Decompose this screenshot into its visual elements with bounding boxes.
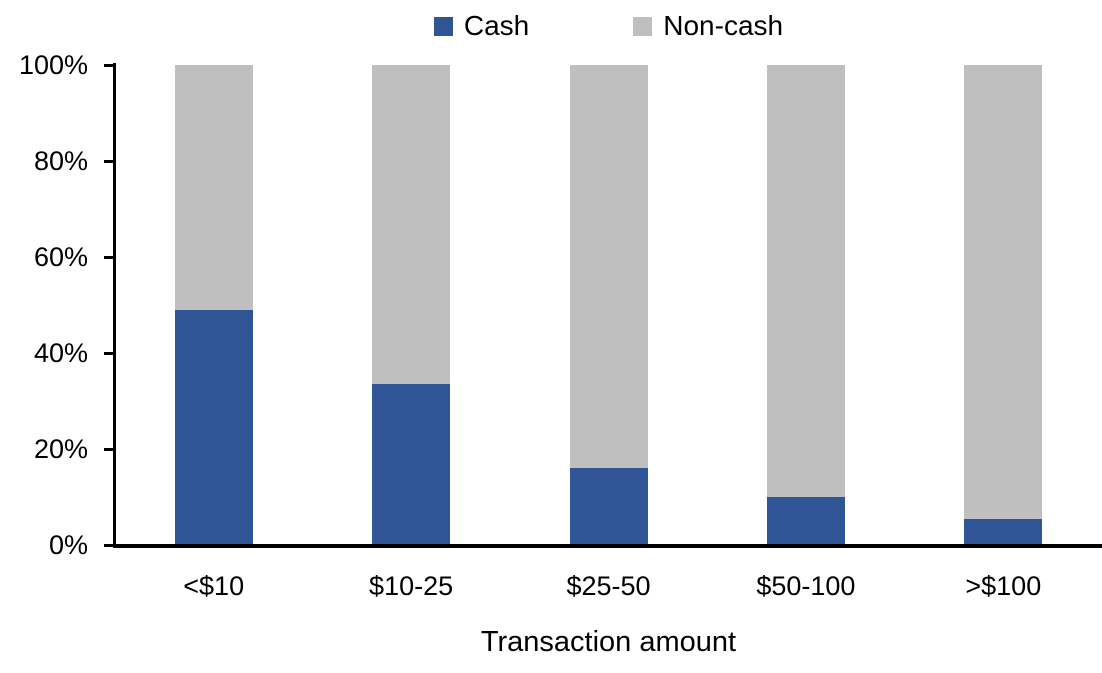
bar-segment-cash-0 [174,309,253,545]
legend-item: Non-cash [633,12,783,40]
y-axis-tick [104,351,114,355]
bar-segment-non-cash-3 [766,65,845,497]
y-axis-tick-label: 60% [33,242,88,272]
bar-segment-cash-2 [569,468,648,545]
legend-label: Cash [463,10,530,41]
bar-segment-non-cash-0 [174,65,253,310]
x-axis-tick-label: $10-25 [369,571,454,601]
bar-segment-cash-3 [766,497,845,545]
x-axis-title: Transaction amount [480,626,737,658]
bar-segment-cash-1 [372,384,451,545]
legend: Cash Non-cash [115,12,1102,40]
y-axis-tick-label: 100% [18,50,88,80]
y-axis-tick [104,447,114,451]
legend-item: Cash [433,10,530,41]
x-axis-tick-label: $25-50 [566,571,651,601]
y-axis-tick [104,159,114,163]
x-axis-tick-label: >$100 [965,571,1042,601]
y-axis-tick [104,63,114,67]
y-axis-tick-label: 40% [33,338,88,368]
y-axis-tick-label: 20% [33,434,88,464]
bar-segment-non-cash-2 [569,65,648,469]
x-axis-tick-label: <$10 [183,571,245,601]
bar-segment-cash-4 [964,518,1043,545]
y-axis-line [113,63,116,547]
y-axis-tick-label: 0% [48,530,88,560]
y-axis-tick [104,543,114,547]
y-axis-tick-label: 80% [33,146,88,176]
legend-label: Non-cash [663,10,784,41]
y-axis-tick [104,255,114,259]
legend-swatch-icon [433,16,453,36]
bar-segment-non-cash-1 [372,65,451,385]
x-axis-line [113,544,1102,548]
bar-segment-non-cash-4 [964,65,1043,519]
legend-swatch-icon [633,16,653,36]
x-axis-tick-label: $50-100 [756,571,856,601]
